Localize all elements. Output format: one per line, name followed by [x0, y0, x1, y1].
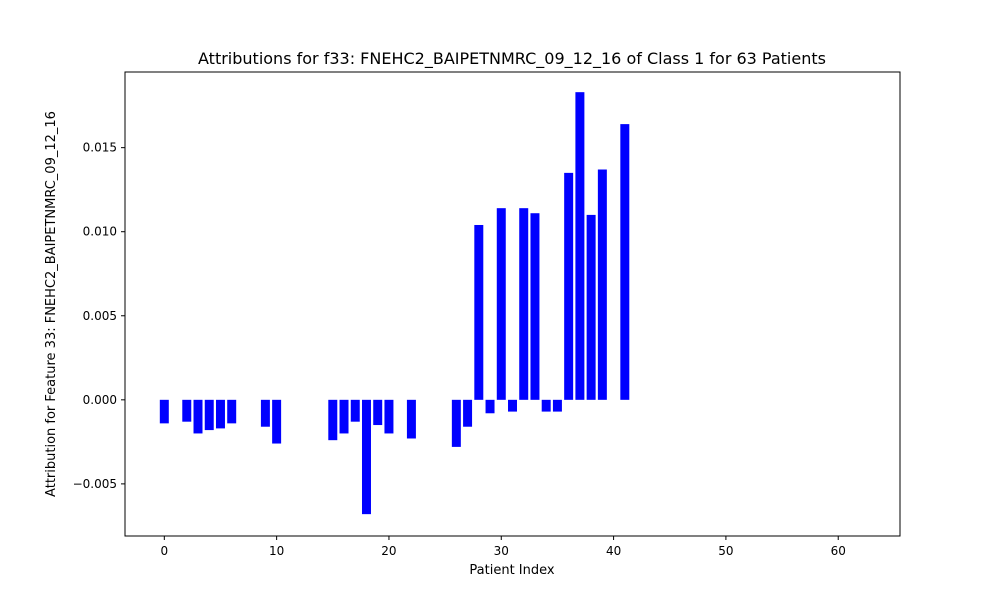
bar-4 [204, 399, 214, 431]
bars-group [159, 92, 630, 515]
y-axis-label: Attribution for Feature 33: FNEHC2_BAIPE… [44, 111, 59, 497]
bar-9 [260, 399, 270, 427]
x-tick-label: 30 [494, 544, 509, 558]
y-tick-label: 0.000 [83, 393, 117, 407]
bar-33 [530, 213, 540, 400]
bar-37 [575, 92, 585, 400]
bar-38 [586, 214, 596, 400]
bar-18 [361, 399, 371, 515]
bar-3 [193, 399, 203, 434]
bar-22 [406, 399, 416, 439]
bar-34 [541, 399, 551, 412]
bar-10 [272, 399, 282, 444]
bar-41 [620, 124, 630, 400]
bar-15 [328, 399, 338, 441]
bar-20 [384, 399, 394, 434]
x-axis-label: Patient Index [469, 563, 554, 578]
bar-31 [508, 399, 517, 412]
y-tick-label: 0.005 [83, 309, 117, 323]
y-axis-ticks: −0.005 0.000 0.005 0.010 0.015 [73, 141, 125, 491]
bar-16 [339, 399, 349, 434]
chart-title: Attributions for f33: FNEHC2_BAIPETNMRC_… [198, 49, 826, 69]
x-axis-ticks: 0 10 20 30 40 50 60 [160, 536, 846, 558]
bar-27 [463, 399, 473, 427]
y-tick-label: 0.015 [83, 141, 117, 155]
bar-30 [496, 208, 506, 400]
bar-19 [373, 399, 383, 426]
x-tick-label: 40 [606, 544, 621, 558]
x-tick-label: 0 [160, 544, 168, 558]
bar-36 [564, 172, 574, 400]
bar-35 [552, 399, 562, 412]
bar-32 [519, 208, 529, 400]
x-tick-label: 20 [381, 544, 396, 558]
bar-28 [474, 224, 484, 400]
bar-6 [227, 399, 237, 424]
bar-5 [215, 399, 225, 429]
bar-2 [182, 399, 192, 422]
y-tick-label: −0.005 [73, 477, 117, 491]
x-tick-label: 50 [718, 544, 733, 558]
bar-29 [485, 399, 495, 414]
y-tick-label: 0.010 [83, 225, 117, 239]
bar-26 [451, 399, 461, 447]
bar-39 [597, 169, 607, 400]
bar-0 [159, 399, 169, 424]
plot-frame [124, 71, 901, 537]
bar-17 [350, 399, 360, 422]
x-tick-label: 10 [269, 544, 284, 558]
x-tick-label: 60 [831, 544, 846, 558]
